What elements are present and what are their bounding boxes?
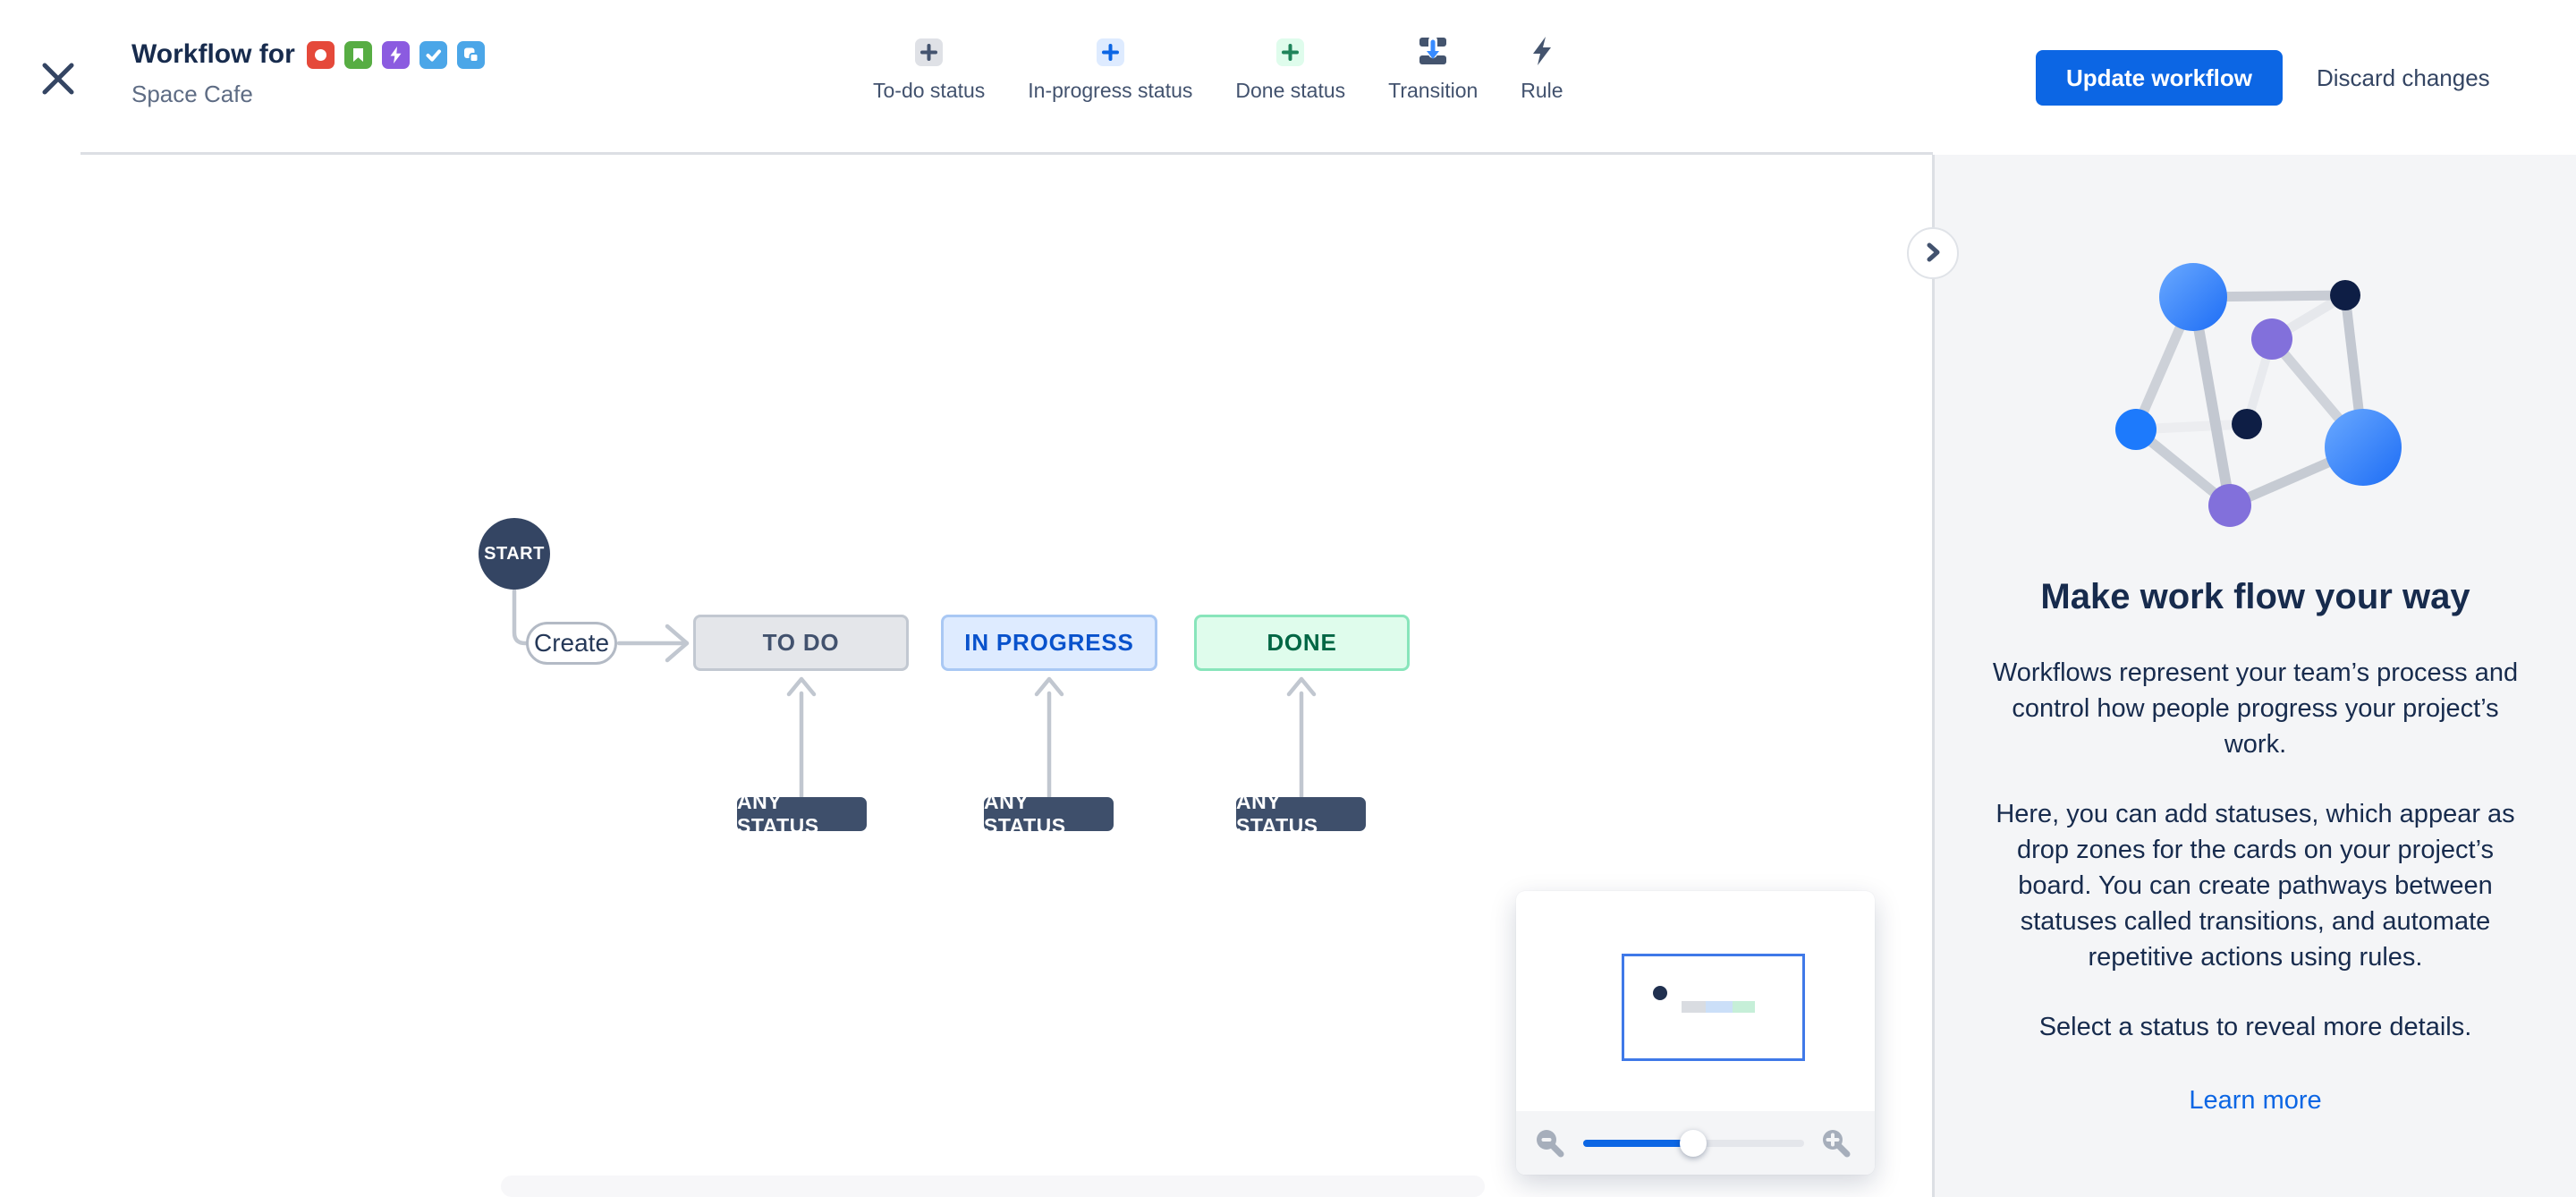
epic-issue-icon	[381, 40, 410, 69]
minimap-bar-todo	[1682, 1001, 1706, 1013]
zoom-slider-fill	[1583, 1140, 1693, 1147]
start-node-label: START	[484, 543, 545, 564]
magnifier-plus-icon	[1818, 1125, 1852, 1162]
editor-header: Workflow for Space Cafe To-do st	[0, 0, 2576, 155]
plus-icon	[1096, 38, 1124, 66]
create-transition[interactable]: Create	[526, 622, 617, 665]
close-icon	[38, 58, 79, 102]
panel-paragraph: Select a status to reveal more details.	[2038, 1013, 2472, 1041]
close-button[interactable]	[36, 57, 80, 102]
plus-icon	[1276, 38, 1305, 66]
minimap-bar-done	[1733, 1001, 1755, 1013]
status-node-todo[interactable]: TO DO	[693, 615, 909, 671]
add-transition-button[interactable]: Transition	[1388, 35, 1479, 103]
zoom-in-button[interactable]	[1818, 1126, 1852, 1160]
transition-connectors	[512, 588, 1317, 800]
zoom-out-button[interactable]	[1532, 1126, 1566, 1160]
page-title: Workflow for	[131, 39, 295, 69]
minimap-start-dot	[1653, 986, 1667, 1000]
update-workflow-button[interactable]: Update workflow	[2036, 50, 2284, 106]
panel-body: Workflows represent your team’s process …	[1935, 655, 2576, 1116]
task-issue-icon	[419, 40, 447, 69]
any-status-transition[interactable]: ANY STATUS	[737, 790, 867, 837]
workflow-toolbar: To-do status In-progress status Done sta…	[873, 35, 1563, 103]
discard-changes-button[interactable]: Discard changes	[2317, 50, 2490, 106]
minimap-bar-inprogress	[1706, 1001, 1733, 1013]
minimap	[1516, 891, 1875, 1175]
zoom-controls	[1516, 1111, 1875, 1175]
bug-issue-icon	[306, 40, 335, 69]
minimap-viewport[interactable]	[1622, 954, 1805, 1061]
learn-more-link[interactable]: Learn more	[2189, 1086, 2322, 1115]
add-done-status-button[interactable]: Done status	[1235, 36, 1345, 103]
magnifier-minus-icon	[1532, 1125, 1566, 1162]
plus-icon	[915, 38, 944, 66]
workflow-canvas: START Create TO DO IN PROGRESS DONE ANY …	[0, 155, 1933, 1197]
subtask-issue-icon	[456, 40, 485, 69]
collapse-panel-button[interactable]	[1907, 227, 1959, 279]
rule-lightning-icon	[1528, 35, 1556, 70]
any-status-transition[interactable]: ANY STATUS	[984, 790, 1114, 837]
minimap-status-bars	[1682, 1001, 1755, 1013]
status-node-in-progress[interactable]: IN PROGRESS	[941, 615, 1157, 671]
title-row: Workflow for	[131, 39, 485, 70]
project-name: Space Cafe	[131, 81, 253, 107]
help-panel: Make work flow your way Workflows repres…	[1935, 155, 2576, 1197]
status-node-done[interactable]: DONE	[1194, 615, 1410, 671]
tool-label: To-do status	[873, 79, 986, 102]
panel-paragraph: Here, you can add statuses, which appear…	[1996, 800, 2515, 972]
transition-icon	[1417, 35, 1449, 70]
story-issue-icon	[343, 40, 372, 69]
zoom-slider-thumb[interactable]	[1680, 1130, 1707, 1157]
network-graph-illustration	[2114, 263, 2402, 527]
tool-label: Rule	[1521, 79, 1563, 102]
any-status-transition[interactable]: ANY STATUS	[1236, 790, 1366, 837]
add-inprogress-status-button[interactable]: In-progress status	[1028, 36, 1192, 103]
tool-label: Done status	[1235, 79, 1346, 102]
canvas-scroll-hint	[501, 1176, 1485, 1197]
panel-divider	[1932, 155, 1935, 1197]
add-rule-button[interactable]: Rule	[1521, 36, 1563, 103]
add-todo-status-button[interactable]: To-do status	[873, 36, 985, 103]
panel-heading: Make work flow your way	[2040, 577, 2470, 616]
start-node[interactable]: START	[479, 518, 550, 590]
chevron-right-icon	[1919, 239, 1946, 268]
tool-label: Transition	[1388, 79, 1479, 102]
header-divider	[80, 152, 1933, 155]
tool-label: In-progress status	[1028, 79, 1193, 102]
panel-paragraph: Workflows represent your team’s process …	[1992, 658, 2519, 759]
issue-type-icons	[306, 40, 485, 69]
